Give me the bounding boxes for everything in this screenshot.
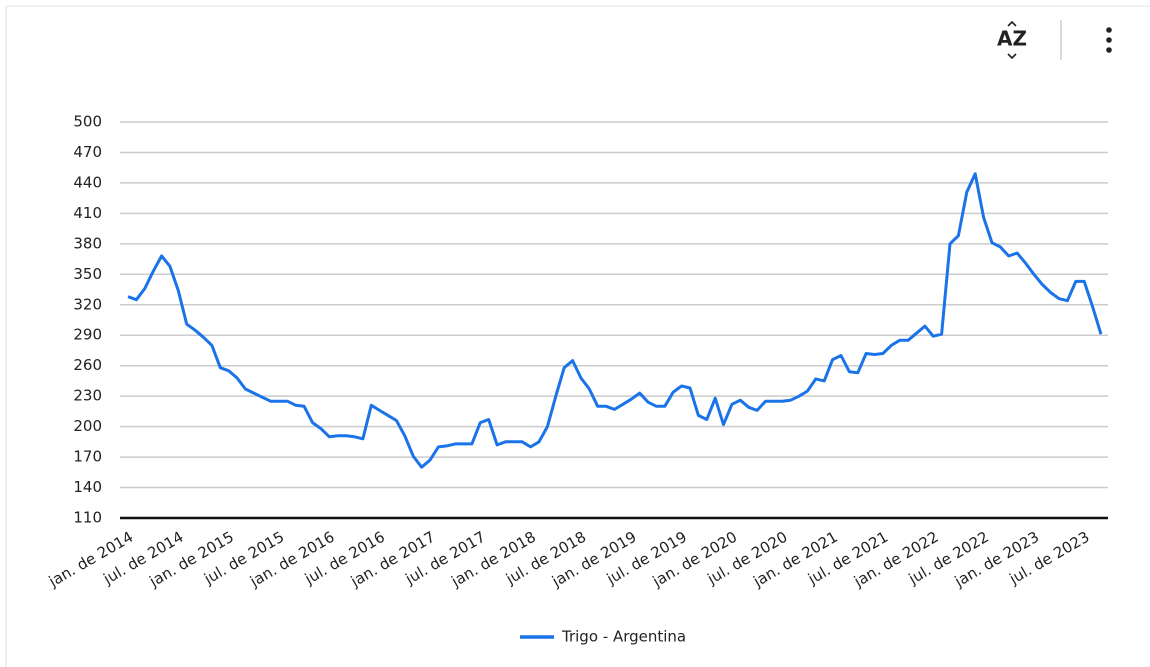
menu-dot [1106,47,1112,53]
y-tick-label: 320 [73,295,102,313]
y-tick-label: 470 [73,143,102,161]
y-tick-label: 230 [73,387,102,405]
sort-arrows [1007,20,1017,60]
menu-button[interactable] [1106,27,1112,53]
sort-button[interactable]: AZ [997,20,1027,60]
menu-dot [1106,27,1112,33]
y-tick-label: 260 [73,356,102,374]
y-tick-label: 200 [73,417,102,435]
sort-icon[interactable]: AZ [997,27,1027,51]
y-tick-label: 440 [73,173,102,191]
y-tick-label: 410 [73,204,102,222]
y-tick-label: 110 [73,509,102,527]
y-tick-label: 170 [73,448,102,466]
y-tick-label: 350 [73,265,102,283]
menu-dot [1106,37,1112,43]
y-tick-label: 500 [73,113,102,131]
y-tick-label: 140 [73,478,102,496]
y-tick-label: 290 [73,326,102,344]
legend-label: Trigo - Argentina [561,628,686,646]
y-tick-label: 380 [73,234,102,252]
data-line [127,172,1103,469]
